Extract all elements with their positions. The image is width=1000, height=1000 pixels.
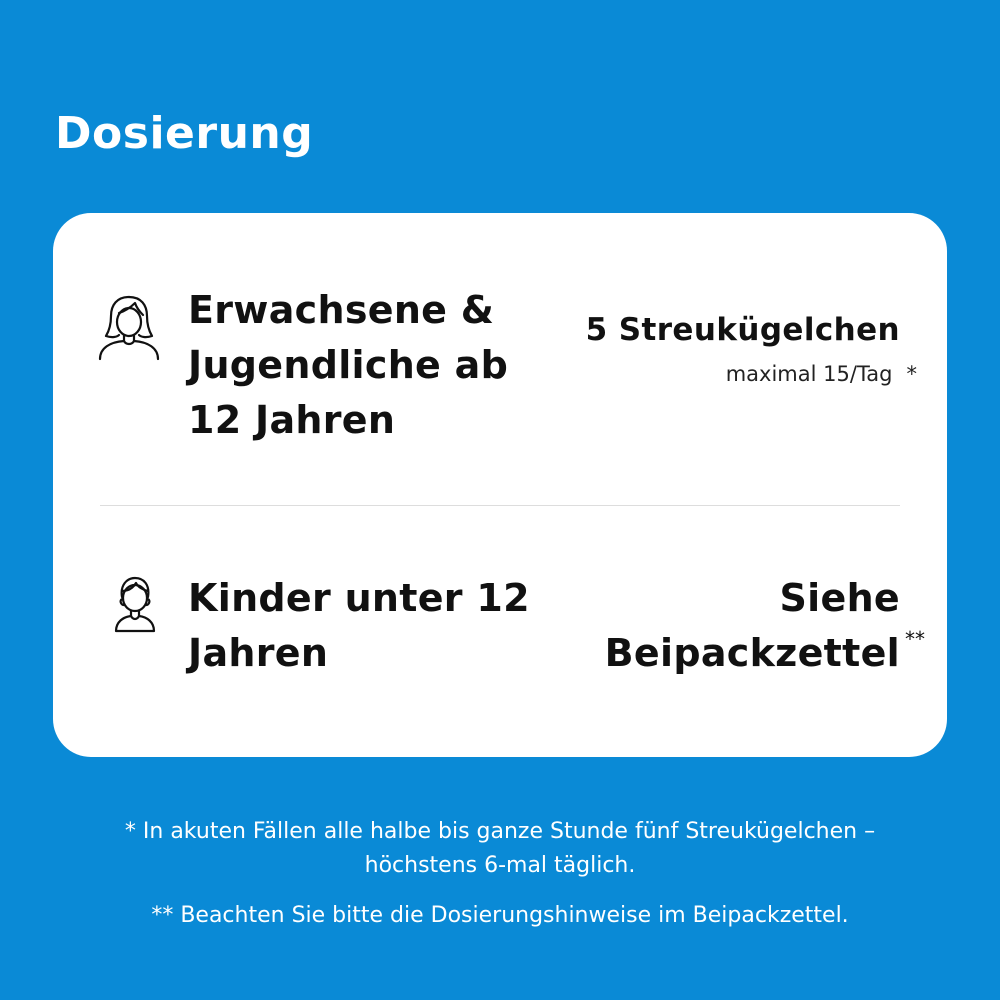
adult-group-label: Erwachsene & Jugendliche ab 12 Jahren [188, 283, 548, 448]
footnote-acute: * In akuten Fällen alle halbe bis ganze … [40, 815, 960, 883]
child-icon [113, 575, 157, 633]
dosage-card: Erwachsene & Jugendliche ab 12 Jahren 5 … [53, 213, 947, 757]
child-label-line: Kinder unter 12 [188, 576, 530, 620]
footnote-line: * In akuten Fällen alle halbe bis ganze … [124, 819, 876, 844]
adult-dose-limit: maximal 15/Tag [725, 362, 893, 386]
divider [100, 505, 900, 506]
page-title: Dosierung [55, 108, 314, 159]
child-dose: Siehe Beipackzettel [605, 571, 900, 681]
footnote-marker: * [906, 362, 918, 386]
adult-label-line: Jugendliche ab [188, 343, 509, 387]
adult-dose: 5 Streukügelchen [585, 312, 900, 348]
adult-label-line: Erwachsene & [188, 288, 495, 332]
child-label-line: Jahren [188, 631, 329, 675]
adult-woman-icon [97, 291, 161, 361]
footnote-marker: ** [905, 627, 925, 651]
child-dose-line: Beipackzettel [604, 631, 900, 675]
footnote-line: höchstens 6-mal täglich. [364, 853, 636, 878]
footnote-leaflet: ** Beachten Sie bitte die Dosierungshinw… [151, 903, 849, 928]
child-dose-line: Siehe [779, 576, 900, 620]
adult-label-line: 12 Jahren [188, 398, 396, 442]
child-group-label: Kinder unter 12 Jahren [188, 571, 548, 681]
adult-dose-note: maximal 15/Tag * [726, 359, 917, 389]
